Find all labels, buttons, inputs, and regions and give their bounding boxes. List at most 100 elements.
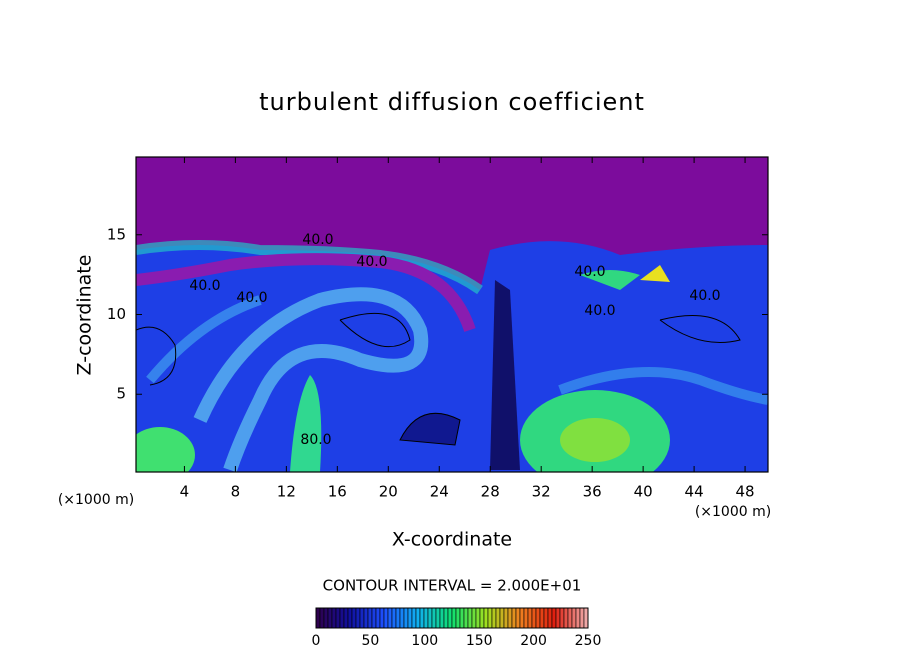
colorbar-tick-label: 50 [361, 633, 379, 649]
colorbar-stripe [547, 607, 553, 629]
colorbar-stripe [507, 607, 513, 629]
colorbar-stripe [543, 607, 549, 629]
colorbar-stripe [391, 607, 397, 629]
contour-label: 40.0 [302, 232, 333, 248]
colorbar-stripe [571, 607, 577, 629]
field-contour [659, 315, 741, 343]
colorbar-stripe [515, 607, 521, 629]
colorbar-stripe [475, 607, 481, 629]
x-tick-label: 44 [685, 483, 704, 501]
colorbar-stripe [467, 607, 473, 629]
field-top [136, 157, 768, 290]
colorbar-stripe [343, 607, 349, 629]
colorbar-stripe [435, 607, 441, 629]
colorbar-stripe [355, 607, 361, 629]
colorbar-stripe [539, 607, 545, 629]
colorbar-stripe [403, 607, 409, 629]
colorbar-stripe [419, 607, 425, 629]
colorbar-stripe [351, 607, 357, 629]
colorbar-stripe [495, 607, 501, 629]
colorbar-tick-label: 250 [575, 633, 602, 649]
contour-label: 40.0 [584, 303, 615, 319]
colorbar-stripe [371, 607, 377, 629]
colorbar-stripe [483, 607, 489, 629]
colorbar-stripe [523, 607, 529, 629]
colorbar-stripe [519, 607, 525, 629]
colorbar-stripe [447, 607, 453, 629]
colorbar-stripe [551, 607, 557, 629]
colorbar-stripe [347, 607, 353, 629]
colorbar-stripe [455, 607, 461, 629]
colorbar-stripe [563, 607, 569, 629]
contour-label: 40.0 [356, 254, 387, 270]
colorbar-stripe [491, 607, 497, 629]
field-blob [580, 270, 640, 290]
x-tick-label: 8 [231, 483, 241, 501]
field-plume [490, 280, 520, 470]
colorbar-stripe [399, 607, 405, 629]
colorbar-stripe [415, 607, 421, 629]
colorbar-stripe [487, 607, 493, 629]
field-band [136, 240, 483, 295]
colorbar-stripe [527, 607, 533, 629]
colorbar-stripe [531, 607, 537, 629]
colorbar-stripe [427, 607, 433, 629]
colorbar-frame [315, 607, 589, 629]
colorbar-stripe [559, 607, 565, 629]
colorbar-stripe [315, 607, 321, 629]
contour-label: 40.0 [574, 264, 605, 280]
x-tick-label: 16 [328, 483, 347, 501]
colorbar-stripe [443, 607, 449, 629]
colorbar-stripe [579, 607, 585, 629]
colorbar-stripe [407, 607, 413, 629]
x-tick-label: 20 [379, 483, 398, 501]
colorbar-stripe [363, 607, 369, 629]
contour-label: 40.0 [236, 290, 267, 306]
colorbar-stripe [327, 607, 333, 629]
x-tick-label: 32 [532, 483, 551, 501]
x-tick-label: 48 [736, 483, 755, 501]
colorbar-tick-label: 0 [312, 633, 321, 649]
x-tick-label: 36 [583, 483, 602, 501]
colorbar-stripe [439, 607, 445, 629]
y-unit-label: (×1000 m) [58, 492, 134, 508]
colorbar-stripe [411, 607, 417, 629]
x-tick-label: 12 [277, 483, 296, 501]
field-contour [399, 412, 461, 446]
colorbar-stripe [335, 607, 341, 629]
colorbar-stripe [463, 607, 469, 629]
colorbar-stripe [479, 607, 485, 629]
colorbar-stripe [319, 607, 325, 629]
colorbar-stripe [395, 607, 401, 629]
colorbar-stripe [383, 607, 389, 629]
colorbar-stripe [423, 607, 429, 629]
colorbar-stripe [499, 607, 505, 629]
colorbar-stripe [471, 607, 477, 629]
field-swirl [193, 287, 429, 472]
field-band [136, 253, 476, 333]
colorbar-stripe [511, 607, 517, 629]
field-contour [339, 312, 411, 348]
field-blob [640, 265, 670, 282]
colorbar-stripe [339, 607, 345, 629]
colorbar-stripe [375, 607, 381, 629]
colorbar-stripe [359, 607, 365, 629]
field-swirl [146, 295, 262, 384]
colorbar-tick-label: 100 [411, 633, 438, 649]
colorbar-stripe [323, 607, 329, 629]
field-blob [560, 418, 630, 462]
contour-label: 40.0 [689, 288, 720, 304]
x-unit-label: (×1000 m) [695, 504, 771, 520]
contour-label: 40.0 [189, 278, 220, 294]
y-axis-label: Z-coordinate [74, 255, 96, 376]
field-contour [136, 326, 177, 386]
colorbar-stripe [555, 607, 561, 629]
colorbar-stripe [431, 607, 437, 629]
colorbar-stripe [503, 607, 509, 629]
x-axis-label: X-coordinate [392, 529, 512, 551]
colorbar-stripe [451, 607, 457, 629]
y-tick-label: 5 [116, 385, 126, 403]
colorbar-stripe [379, 607, 385, 629]
colorbar-tick-label: 200 [520, 633, 547, 649]
chart-title: turbulent diffusion coefficient [259, 88, 645, 116]
